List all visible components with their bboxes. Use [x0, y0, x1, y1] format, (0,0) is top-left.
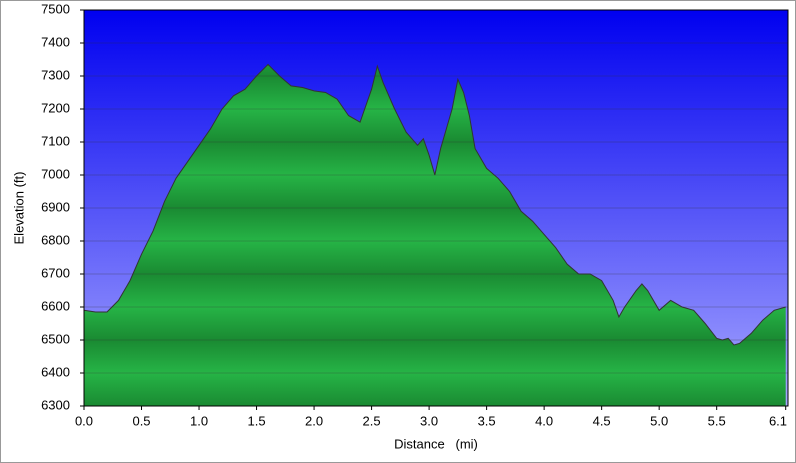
plot-border — [83, 9, 789, 407]
x-tick-label: 0.5 — [132, 413, 150, 428]
y-tick-label: 6300 — [41, 397, 70, 412]
y-tick-label: 7200 — [41, 100, 70, 115]
x-tick-label: 5.5 — [708, 413, 726, 428]
y-tick-label: 6600 — [41, 298, 70, 313]
x-tick-label: 1.0 — [190, 413, 208, 428]
y-tick-label: 7400 — [41, 34, 70, 49]
x-tick-label: 4.0 — [535, 413, 553, 428]
y-tick-label: 6400 — [41, 364, 70, 379]
x-tick-label: 0.0 — [75, 413, 93, 428]
y-axis-title: Elevation (ft) — [11, 172, 26, 245]
x-tick-label: 3.0 — [420, 413, 438, 428]
y-tick-label: 7000 — [41, 166, 70, 181]
y-tick-label: 7500 — [41, 1, 70, 16]
y-tick-label: 7300 — [41, 67, 70, 82]
x-tick-label: 2.5 — [363, 413, 381, 428]
y-tick-label: 6800 — [41, 232, 70, 247]
elevation-area — [84, 64, 786, 406]
x-tick-label: 4.5 — [593, 413, 611, 428]
y-tick-label: 6900 — [41, 199, 70, 214]
y-tick-label: 6700 — [41, 265, 70, 280]
x-tick-label: 2.0 — [305, 413, 323, 428]
x-tick-label: 1.5 — [248, 413, 266, 428]
x-tick-label: 6.1 — [769, 413, 787, 428]
y-tick-label: 7100 — [41, 133, 70, 148]
x-tick-label: 5.0 — [650, 413, 668, 428]
x-tick-label: 3.5 — [478, 413, 496, 428]
x-axis-title: Distance (mi) — [394, 436, 478, 451]
y-tick-label: 6500 — [41, 331, 70, 346]
